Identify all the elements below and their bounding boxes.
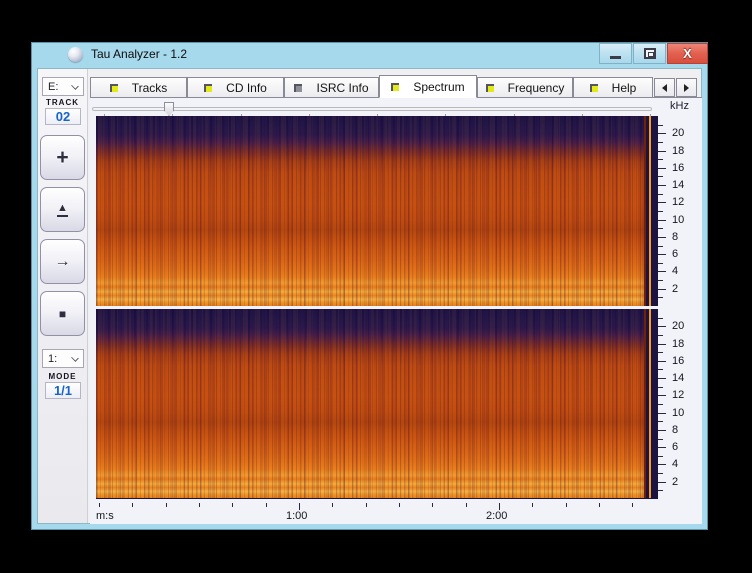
mode-select-value: 1:: [48, 352, 58, 365]
time-axis: m:s 1:00 2:00: [96, 502, 658, 522]
slider-thumb[interactable]: [164, 102, 174, 116]
tab-strip: Tracks CD Info ISRC Info Spectrum Frequency H…: [90, 75, 702, 98]
tab-tracks[interactable]: Tracks: [90, 77, 187, 97]
freq-tick-label: 2: [672, 476, 679, 488]
tab-label: Help: [611, 80, 637, 95]
freq-tick-label: 8: [672, 424, 679, 436]
tab-label: CD Info: [226, 80, 267, 95]
app-icon: [68, 47, 83, 62]
stop-button[interactable]: ■: [40, 291, 85, 336]
mode-select[interactable]: 1:: [42, 349, 84, 368]
position-slider[interactable]: [92, 102, 652, 116]
drive-select-value: E:: [48, 80, 59, 93]
freq-tick-label: 20: [672, 320, 685, 332]
freq-axis-right-channel: 20 18 16 14 12 10 8 6 4 2: [658, 309, 702, 499]
tab-spectrum[interactable]: Spectrum: [379, 75, 477, 98]
freq-tick-label: 16: [672, 355, 685, 367]
freq-tick-label: 14: [672, 179, 685, 191]
stop-icon: ■: [58, 306, 67, 321]
minimize-icon: [610, 56, 621, 59]
time-tick-label: 1:00: [286, 510, 308, 522]
tab-frequency[interactable]: Frequency: [477, 77, 573, 97]
client-area: E: TRACK 02 + ▲ → ■ 1: MODE 1/1 Tracks CD In…: [37, 68, 702, 524]
track-end-marker: [644, 116, 658, 306]
freq-tick-label: 4: [672, 458, 679, 470]
freq-unit-label: kHz: [670, 100, 689, 112]
chevron-down-icon: [71, 354, 79, 362]
freq-tick-label: 18: [672, 145, 685, 157]
tab-label: ISRC Info: [316, 80, 369, 95]
tab-status-icon: [109, 83, 118, 92]
spectrogram-right-channel: [96, 309, 658, 499]
tab-label: Tracks: [131, 80, 168, 95]
track-end-marker: [644, 309, 658, 498]
plus-button[interactable]: +: [40, 135, 85, 180]
spectrogram-left-channel: [96, 116, 658, 306]
tab-label: Spectrum: [413, 79, 465, 94]
freq-tick-label: 8: [672, 231, 679, 243]
chevron-down-icon: [71, 82, 79, 90]
freq-tick-label: 20: [672, 127, 685, 139]
tab-help[interactable]: Help: [573, 77, 653, 97]
freq-tick-label: 2: [672, 283, 679, 295]
app-window: Tau Analyzer - 1.2 X E: TRACK 02 + ▲ → ■: [31, 42, 708, 530]
time-tick-label: 2:00: [486, 510, 508, 522]
sidebar: E: TRACK 02 + ▲ → ■ 1: MODE 1/1: [38, 69, 88, 523]
arrow-left-icon: [662, 83, 667, 92]
transport-controls: + ▲ → ■: [40, 135, 86, 343]
mode-value: 1/1: [45, 382, 81, 399]
tab-isrc-info[interactable]: ISRC Info: [284, 77, 379, 97]
track-number: 02: [45, 108, 81, 125]
drive-select[interactable]: E:: [42, 77, 84, 96]
spectrogram-texture: [96, 309, 658, 498]
eject-button[interactable]: ▲: [40, 187, 85, 232]
maximize-icon: [643, 48, 656, 59]
close-button[interactable]: X: [667, 43, 708, 64]
track-label: TRACK: [46, 98, 79, 107]
plus-icon: +: [56, 146, 69, 169]
freq-axis-left-channel: 20 18 16 14 12 10 8 6 4 2: [658, 116, 702, 306]
freq-tick-label: 14: [672, 372, 685, 384]
slider-track[interactable]: [92, 107, 652, 111]
eject-icon: ▲: [57, 202, 68, 217]
tab-status-icon: [485, 83, 494, 92]
slider-ticks: [92, 114, 652, 118]
minimize-button[interactable]: [599, 43, 632, 64]
arrow-right-icon: [684, 83, 689, 92]
close-icon: X: [683, 46, 692, 61]
tab-status-icon: [589, 83, 598, 92]
tab-cd-info[interactable]: CD Info: [187, 77, 284, 97]
freq-tick-label: 12: [672, 389, 685, 401]
tab-status-icon: [391, 82, 400, 91]
scroll-left-button[interactable]: [654, 78, 675, 97]
freq-tick-label: 12: [672, 196, 685, 208]
tab-status-icon: [204, 83, 213, 92]
freq-tick-label: 16: [672, 162, 685, 174]
mode-label: MODE: [48, 372, 77, 381]
scroll-right-button[interactable]: [676, 78, 697, 97]
freq-tick-label: 10: [672, 407, 685, 419]
time-axis-unit-label: m:s: [96, 510, 114, 522]
spectrum-pane: kHz 20 18 16 14 12 10 8 6 4 2 20 18 16 14 12 10 8 6 4 2 m:…: [90, 98, 702, 524]
maximize-button[interactable]: [633, 43, 666, 64]
next-button[interactable]: →: [40, 239, 85, 284]
title-bar[interactable]: Tau Analyzer - 1.2 X: [31, 42, 708, 68]
freq-tick-label: 18: [672, 338, 685, 350]
freq-tick-label: 4: [672, 265, 679, 277]
tab-status-icon: [294, 83, 303, 92]
freq-tick-label: 6: [672, 441, 679, 453]
window-title: Tau Analyzer - 1.2: [91, 47, 188, 61]
spectrogram-texture: [96, 116, 658, 306]
freq-tick-label: 6: [672, 248, 679, 260]
main-area: Tracks CD Info ISRC Info Spectrum Frequency H…: [89, 69, 703, 524]
next-icon: →: [54, 252, 71, 270]
tab-label: Frequency: [507, 80, 565, 95]
freq-tick-label: 10: [672, 214, 685, 226]
